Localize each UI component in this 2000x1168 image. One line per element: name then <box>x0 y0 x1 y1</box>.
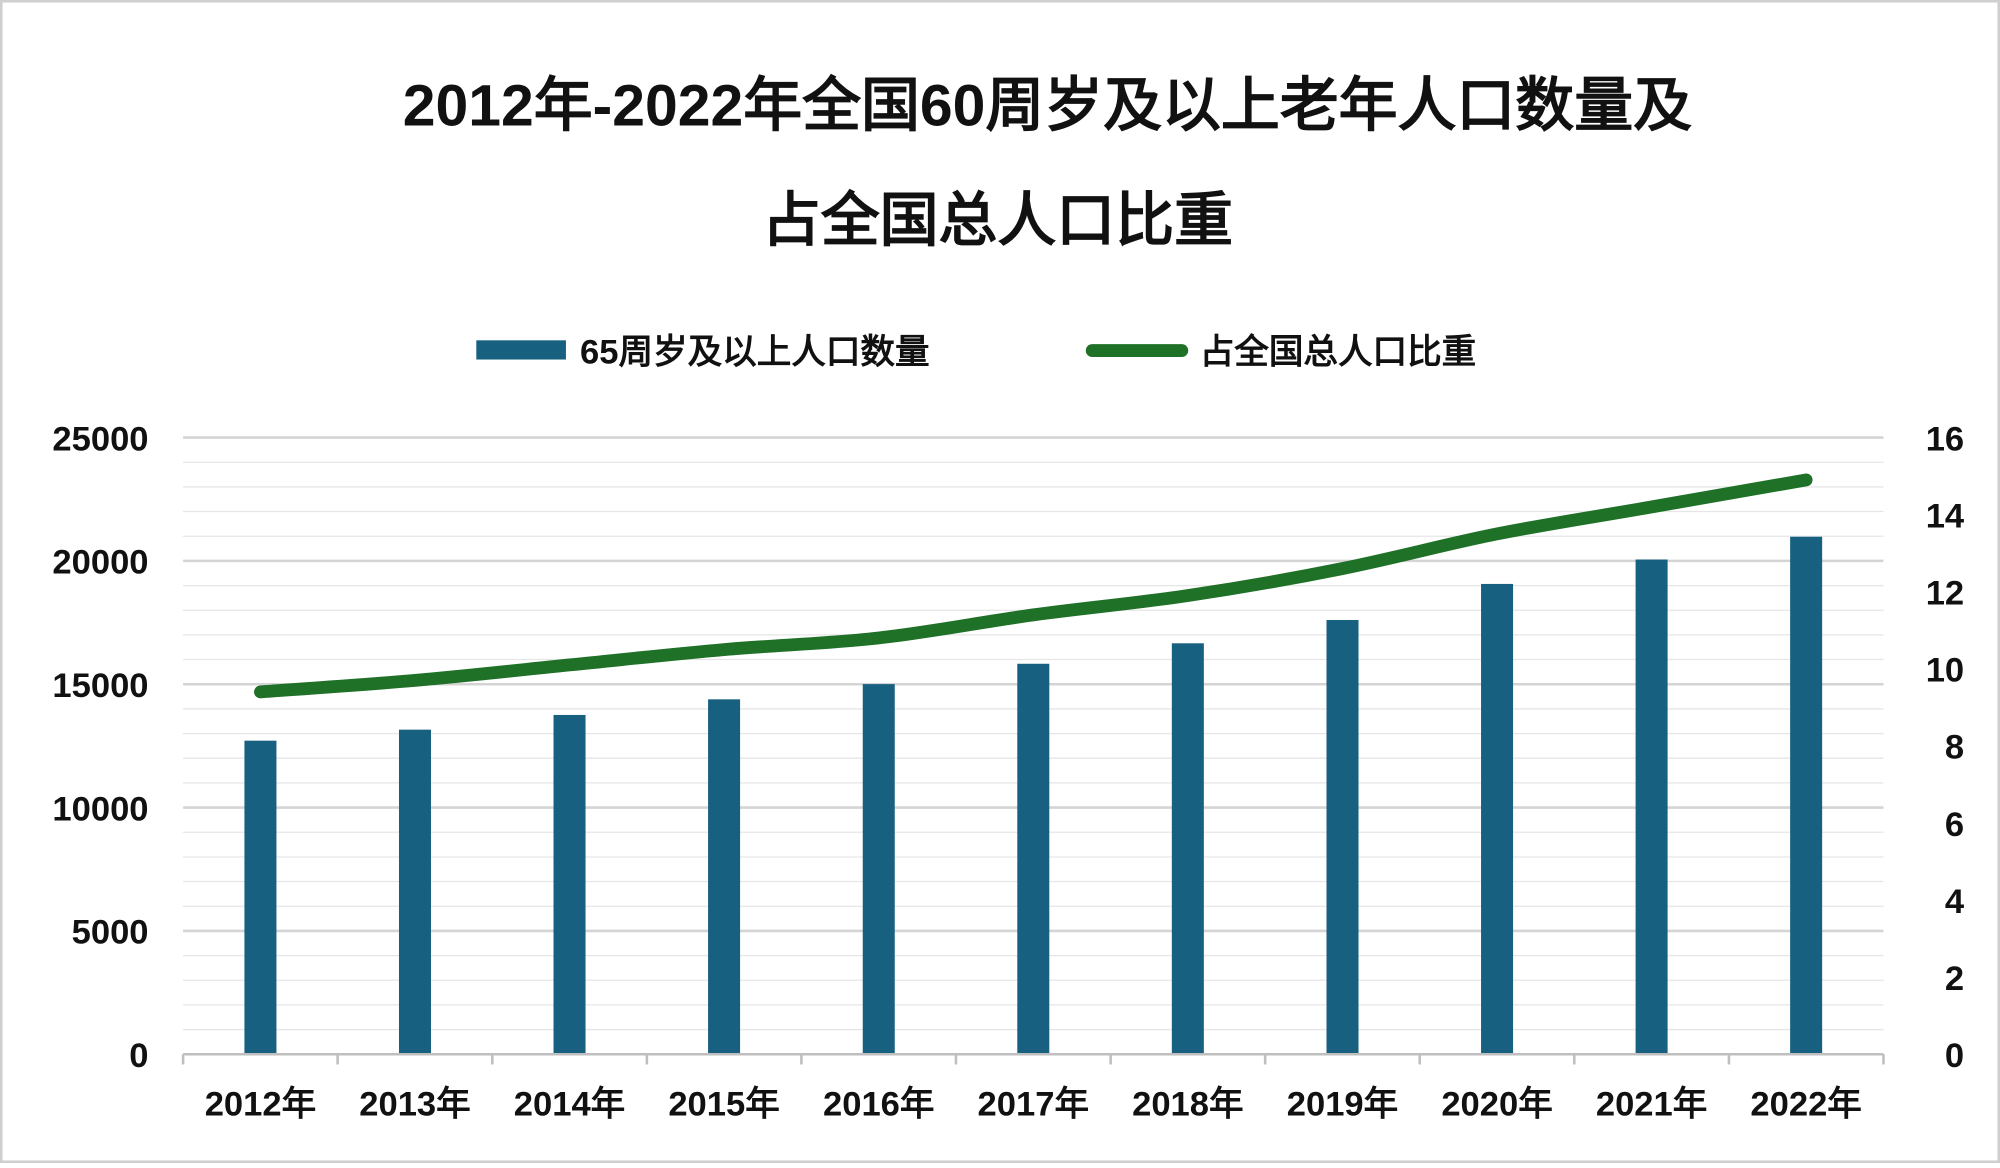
legend-label-line: 占全国总人口比重 <box>1200 332 1476 371</box>
bar-2017年 <box>1017 663 1050 1055</box>
y-right-tick-label: 0 <box>1945 1037 1964 1075</box>
bar-2014年 <box>553 714 586 1055</box>
y-right-tick-label: 12 <box>1926 575 1964 613</box>
bar-2019年 <box>1326 620 1359 1055</box>
bar-2020年 <box>1481 583 1514 1055</box>
bar-2013年 <box>398 729 431 1055</box>
y-right-tick-label: 6 <box>1945 806 1964 844</box>
chart-title-line-1: 2012年-2022年全国60周岁及以上老年人口数量及 <box>403 73 1692 138</box>
y-right-tick-label: 8 <box>1945 729 1964 767</box>
x-tick-label: 2018年 <box>1132 1086 1243 1124</box>
line-series-share <box>254 473 1813 699</box>
x-tick-label: 2016年 <box>823 1086 934 1124</box>
chart-title-line-2: 占全国总人口比重 <box>762 189 1233 254</box>
x-tick-label: 2021年 <box>1596 1086 1707 1124</box>
bar-2015年 <box>708 699 741 1055</box>
y-right-tick-label: 2 <box>1945 960 1964 998</box>
x-tick-label: 2015年 <box>668 1086 779 1124</box>
axis-layer <box>181 1052 1885 1065</box>
x-tick-label: 2019年 <box>1287 1086 1398 1124</box>
x-tick-label: 2022年 <box>1750 1086 1861 1124</box>
x-tick-label: 2013年 <box>359 1086 470 1124</box>
x-tick-label: 2020年 <box>1441 1086 1552 1124</box>
bar-layer <box>244 536 1823 1055</box>
x-tick-label: 2012年 <box>205 1086 316 1124</box>
y-left-tick-label: 5000 <box>72 914 149 952</box>
bar-2021年 <box>1635 559 1668 1055</box>
y-right-tick-label: 4 <box>1945 883 1965 921</box>
y-right-tick-label: 16 <box>1926 420 1964 458</box>
y-left-tick-label: 15000 <box>52 667 148 705</box>
y-right-tick-label: 10 <box>1926 652 1964 690</box>
legend-label-bar: 65周岁及以上人口数量 <box>580 333 929 371</box>
bar-2012年 <box>244 740 277 1055</box>
bar-2018年 <box>1171 643 1204 1055</box>
y-left-tick-label: 10000 <box>52 790 148 828</box>
x-tick-label: 2017年 <box>978 1086 1089 1124</box>
line-layer <box>254 473 1813 699</box>
legend-swatch-bar <box>476 340 566 360</box>
tick-layer: 0 5000 10000 15000 20000 25000 0 2 4 6 8 10 12 14 16 20… <box>52 420 1965 1123</box>
x-tick-label: 2014年 <box>514 1086 625 1124</box>
bar-2022年 <box>1790 536 1823 1055</box>
y-left-tick-label: 20000 <box>52 544 148 582</box>
chart-legend: 65周岁及以上人口数量 占全国总人口比重 <box>476 332 1476 371</box>
y-left-tick-label: 0 <box>129 1037 148 1075</box>
bar-2016年 <box>862 684 895 1055</box>
y-left-tick-label: 25000 <box>52 420 148 458</box>
y-right-tick-label: 14 <box>1926 498 1965 536</box>
